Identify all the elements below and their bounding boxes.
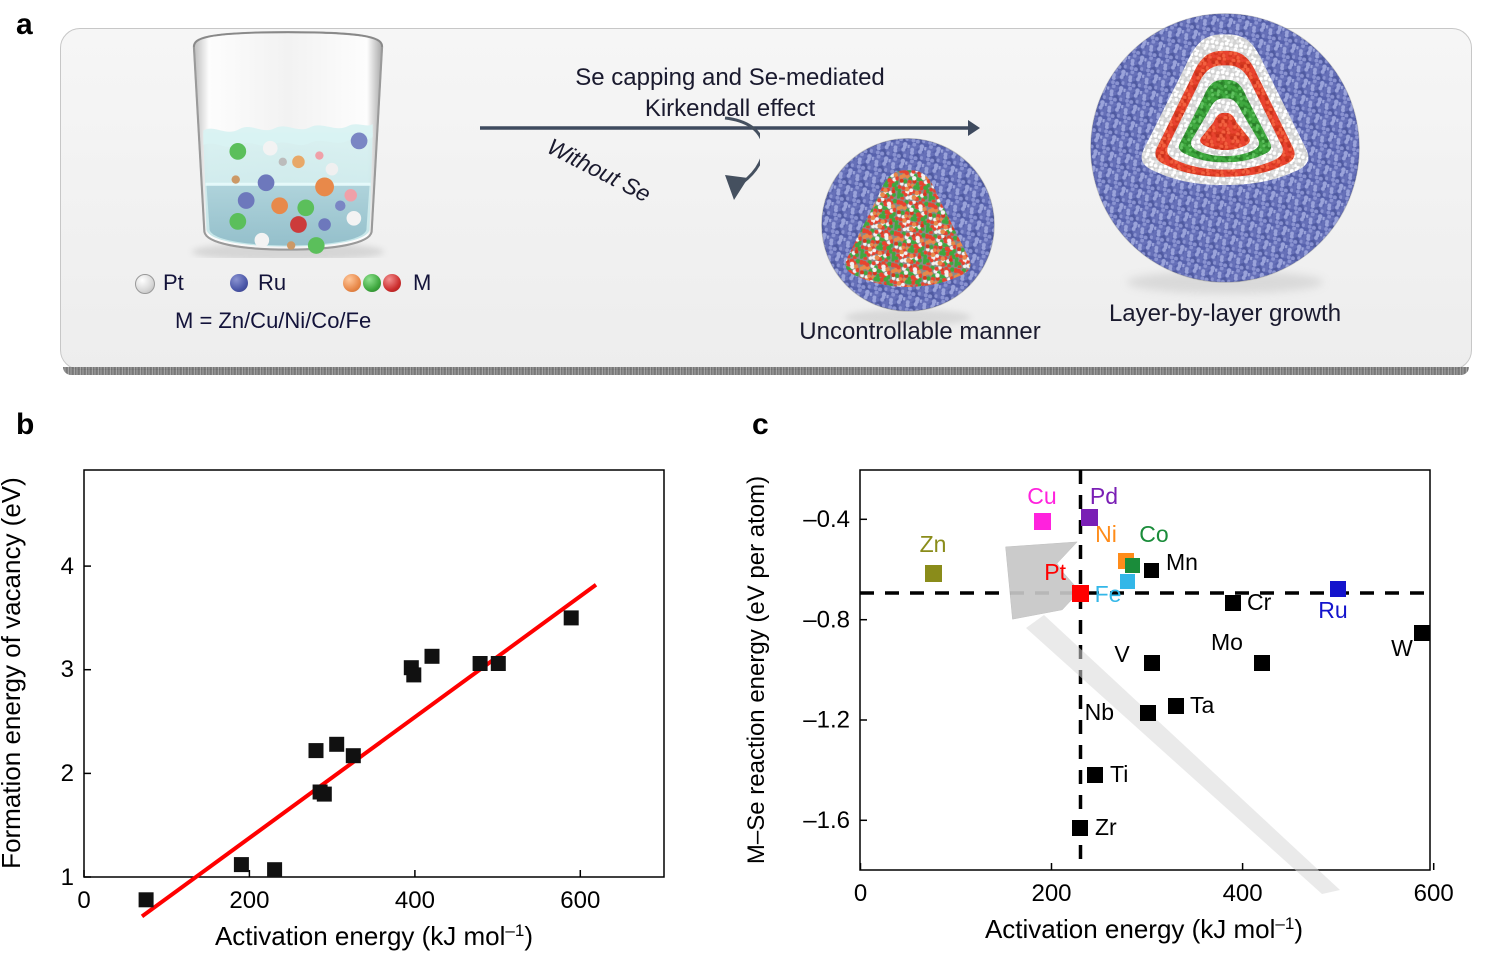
svg-text:200: 200 <box>1031 880 1071 907</box>
svg-text:Fe: Fe <box>1095 581 1122 607</box>
svg-text:Activation energy (kJ mol–1): Activation energy (kJ mol–1) <box>215 921 533 952</box>
svg-text:600: 600 <box>1414 880 1454 907</box>
svg-text:Cu: Cu <box>1027 483 1056 509</box>
svg-text:Cr: Cr <box>1247 589 1272 615</box>
svg-text:Mn: Mn <box>1166 549 1198 575</box>
svg-text:2: 2 <box>61 760 74 787</box>
svg-text:Nb: Nb <box>1085 699 1114 725</box>
svg-text:0: 0 <box>854 880 867 907</box>
svg-text:V: V <box>1114 641 1130 667</box>
svg-text:Ti: Ti <box>1110 761 1128 787</box>
svg-text:Ta: Ta <box>1190 692 1215 718</box>
svg-text:Zr: Zr <box>1095 814 1117 840</box>
svg-text:Ni: Ni <box>1095 521 1117 547</box>
svg-text:1: 1 <box>61 864 74 891</box>
svg-text:–0.4: –0.4 <box>803 506 850 533</box>
svg-text:M–Se reaction energy (eV per a: M–Se reaction energy (eV per atom) <box>744 476 770 864</box>
svg-text:Ru: Ru <box>1318 597 1347 623</box>
svg-text:3: 3 <box>61 656 74 683</box>
svg-text:600: 600 <box>560 887 600 914</box>
svg-text:Mo: Mo <box>1211 629 1243 655</box>
svg-text:4: 4 <box>61 553 74 580</box>
svg-text:200: 200 <box>229 887 269 914</box>
svg-text:–1.6: –1.6 <box>803 807 850 834</box>
svg-text:Pd: Pd <box>1090 483 1118 509</box>
svg-text:400: 400 <box>1223 880 1263 907</box>
svg-text:400: 400 <box>395 887 435 914</box>
svg-text:Formation energy of vacancy (e: Formation energy of vacancy (eV) <box>0 477 26 869</box>
svg-text:Co: Co <box>1139 521 1168 547</box>
svg-text:–0.8: –0.8 <box>803 606 850 633</box>
svg-text:–1.2: –1.2 <box>803 707 850 734</box>
svg-text:Zn: Zn <box>920 531 947 557</box>
svg-text:Pt: Pt <box>1044 559 1066 585</box>
svg-text:Activation energy (kJ mol–1): Activation energy (kJ mol–1) <box>985 914 1303 945</box>
svg-text:0: 0 <box>77 887 90 914</box>
svg-text:W: W <box>1391 635 1413 661</box>
